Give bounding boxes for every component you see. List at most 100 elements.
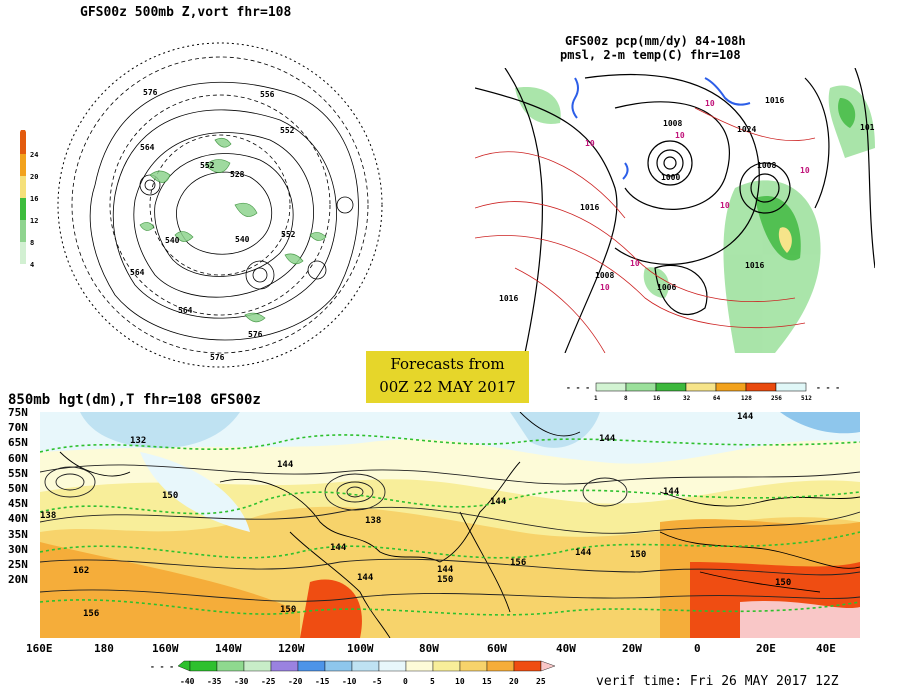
vort-colorbar: 24 20 16 12 8 4 [14,126,44,270]
forecast-banner-line1: Forecasts from [390,355,505,373]
temp-tick: -5 [372,677,382,686]
map-850mb: 132 144 144 144 144 150 138 138 144 144 … [40,412,860,638]
hgt-label: 144 [437,565,454,575]
temp-color-swatch [432,660,461,672]
temp-label: 10 [585,139,595,148]
hgt-label: 144 [575,548,592,558]
pcp-tick: 64 [713,395,721,402]
temp-color-swatch [378,660,407,672]
lat-label: 25N [8,558,28,572]
lon-label: 180 [94,642,114,655]
z500-label: 552 [280,126,295,135]
lat-label: 50N [8,482,28,496]
svg-text:- - -: - - - [150,662,174,671]
temp-color-swatch [297,660,326,672]
temp-color-swatch [324,660,353,672]
pcp-tick: 1 [594,395,598,402]
pcp-tick: 512 [801,395,812,402]
vort-color-swatch [20,154,26,176]
lat-label: 60N [8,451,28,465]
pmsl-label: 1016 [860,123,875,132]
hgt-label: 156 [510,558,526,568]
lat-label: 45N [8,497,28,511]
hgt-label: 162 [73,566,89,576]
hgt-label: 138 [365,516,381,526]
temp-color-swatch [189,660,218,672]
temp-tick: -10 [342,677,357,686]
temp-tick: -20 [288,677,303,686]
lat-label: 35N [8,527,28,541]
pmsl-label: 1008 [663,119,682,128]
pmsl-label: 1000 [661,173,680,182]
lat-label: 20N [8,573,28,587]
pmsl-label: 1016 [765,96,784,105]
hgt-label: 150 [280,605,296,615]
temp-tick: -30 [234,677,249,686]
lon-axis: 160E 180 160W 140W 120W 100W 80W 60W 40W… [26,642,856,656]
pmsl-label: 1008 [595,271,614,280]
pcp-color-swatch [625,382,657,392]
temp-label: 10 [600,283,610,292]
lon-label: 40E [816,642,836,655]
z500-label: 576 [210,353,225,362]
hgt-label: 144 [599,434,616,444]
polar-500mb-svg: 576 556 564 552 528 552 540 540 564 552 … [57,42,383,368]
vort-tick: 8 [30,239,34,247]
temp-tick: 5 [430,677,435,686]
lon-label: 100W [347,642,374,655]
z500-label: 564 [140,143,155,152]
panel-pcp-title-1: GFS00z pcp(mm/dy) 84-108h [565,34,746,48]
temp-tick: -35 [207,677,222,686]
lat-axis: 75N 70N 65N 60N 55N 50N 45N 40N 35N 30N … [8,405,40,641]
vort-color-swatch [20,198,26,220]
svg-text:- - -: - - - [566,383,590,392]
lon-label: 40W [556,642,576,655]
pcp-colorbar: - - - - - - 1 8 16 32 64 128 256 512 [566,380,856,404]
hgt-label: 156 [83,609,99,619]
pcp-tick: 256 [771,395,782,402]
z500-label: 540 [235,235,250,244]
lat-label: 40N [8,512,28,526]
temp-colorbar: - - - -40 -35 -30 -25 -20 -15 -10 [150,658,590,688]
lat-label: 70N [8,421,28,435]
hgt-label: 150 [437,575,453,585]
temp-tick: -40 [180,677,195,686]
temp-color-swatch [486,660,515,672]
hgt-label: 132 [130,436,146,446]
lat-label: 75N [8,406,28,419]
pmsl-label: 1006 [657,283,676,292]
temp-color-swatch [216,660,245,672]
temp-color-swatch [405,660,434,672]
hgt-label: 144 [277,460,294,470]
verif-time: verif time: Fri 26 MAY 2017 12Z [596,674,839,689]
z500-label: 528 [230,170,245,179]
pcp-color-swatch [715,382,747,392]
temp-tick: 15 [482,677,492,686]
vort-tick: 20 [30,173,38,181]
vort-tick: 16 [30,195,38,203]
temp-label: 10 [705,99,715,108]
temp-tick: -15 [315,677,330,686]
hgt-label: 144 [357,573,374,583]
panel-pcp-title-2: pmsl, 2-m temp(C) fhr=108 [560,48,741,62]
lon-label: 160E [26,642,53,655]
vort-tick: 24 [30,151,38,159]
pmsl-label: 1016 [499,294,518,303]
lon-label: 0 [694,642,701,655]
lon-label: 20W [622,642,642,655]
hgt-label: 150 [630,550,646,560]
temp-color-swatch [351,660,380,672]
pcp-color-swatch [745,382,777,392]
temp-label: 10 [675,131,685,140]
hgt-label: 144 [490,497,507,507]
pcp-tick: 16 [653,395,661,402]
pcp-tick: 128 [741,395,752,402]
pcp-color-swatch [595,382,627,392]
temp-label: 10 [630,259,640,268]
hgt-label: 144 [663,487,680,497]
pmsl-label: 1016 [580,203,599,212]
z500-label: 564 [130,268,145,277]
vort-color-swatch [20,220,26,242]
temp-color-swatch [459,660,488,672]
lat-label: 65N [8,436,28,450]
